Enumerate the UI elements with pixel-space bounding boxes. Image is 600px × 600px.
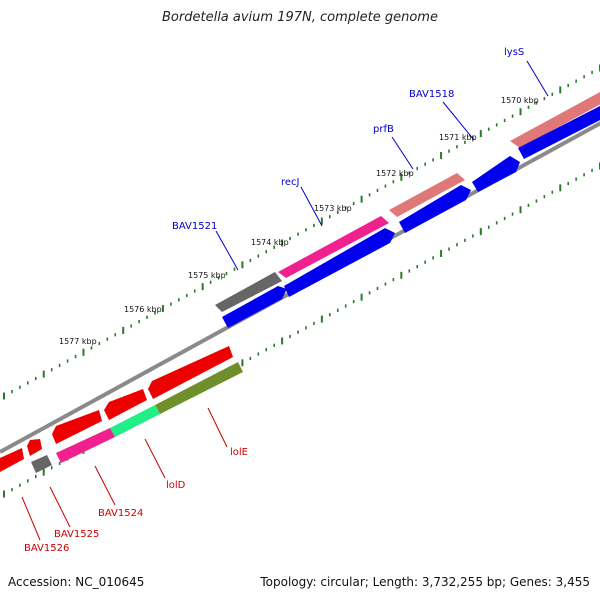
gene-label-BAV1525: BAV1525	[54, 529, 99, 540]
gene-BAV1524-bar	[56, 428, 115, 463]
gene-blue-2	[472, 156, 520, 192]
genome-stats-text: Topology: circular; Length: 3,732,255 bp…	[260, 575, 590, 589]
gene-label-BAV1521: BAV1521	[172, 221, 217, 232]
upper-gene-labels: lysS BAV1518 prfB recJ BAV1521	[172, 47, 524, 232]
gene-BAV1521-bar	[215, 272, 282, 312]
gene-lolE-bar	[155, 362, 243, 414]
gene-label-lolE: lolE	[230, 447, 248, 458]
gene-recJ-bar	[278, 216, 389, 278]
gene-BAV1525-bar	[31, 455, 52, 473]
gene-lolD-bar	[110, 405, 160, 437]
gene-red-1	[148, 346, 233, 399]
gene-red-4	[27, 439, 42, 456]
gene-label-BAV1524: BAV1524	[98, 508, 143, 519]
gene-blue-1	[518, 106, 600, 159]
tick-label-1577: 1577 kbp	[59, 337, 97, 346]
gene-blue-3	[399, 185, 471, 233]
gene-lysS-bar	[510, 92, 600, 148]
gene-label-prfB: prfB	[373, 124, 394, 135]
tick-dots-upper	[3, 64, 600, 400]
tick-label-1575: 1575 kbp	[188, 271, 226, 280]
gene-label-BAV1526: BAV1526	[24, 543, 69, 554]
tick-labels: 1570 kbp 1571 kbp 1572 kbp 1573 kbp 1574…	[59, 96, 539, 346]
gene-label-BAV1518: BAV1518	[409, 89, 454, 100]
gene-blue-5	[222, 286, 287, 328]
map-title: Bordetella avium 197N, complete genome	[162, 10, 438, 25]
gene-prfB-bar	[389, 173, 465, 217]
tick-label-1570: 1570 kbp	[501, 96, 539, 105]
gene-red-5	[0, 448, 24, 472]
gene-red-3	[52, 410, 102, 444]
lower-gene-labels: lolE lolD BAV1524 BAV1525 BAV1526	[24, 447, 248, 554]
gene-label-recJ: recJ	[281, 177, 300, 188]
gene-red-2	[104, 389, 147, 420]
tick-label-1573: 1573 kbp	[314, 204, 352, 213]
tick-label-1576: 1576 kbp	[124, 305, 162, 314]
tick-label-1572: 1572 kbp	[376, 169, 414, 178]
accession-text: Accession: NC_010645	[8, 575, 145, 589]
tick-label-1571: 1571 kbp	[439, 133, 477, 142]
upper-connectors	[215, 60, 549, 271]
gene-label-lolD: lolD	[166, 480, 186, 491]
lower-connectors	[21, 407, 228, 541]
tick-label-1574: 1574 kbp	[251, 238, 289, 247]
gene-blue-4	[284, 228, 395, 297]
gene-label-lysS: lysS	[504, 47, 524, 58]
